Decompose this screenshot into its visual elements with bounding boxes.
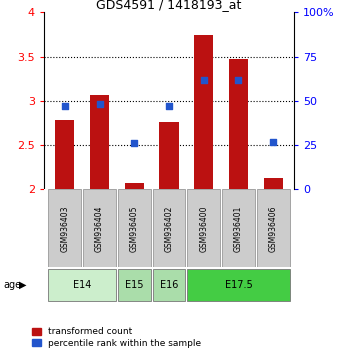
Bar [187,189,220,267]
Text: E17.5: E17.5 [225,280,252,290]
Text: GSM936400: GSM936400 [199,205,208,252]
Point [62,103,68,109]
Point [236,77,241,82]
Text: E15: E15 [125,280,144,290]
Point [201,77,207,82]
Bar [48,189,81,267]
Legend: transformed count, percentile rank within the sample: transformed count, percentile rank withi… [31,327,201,348]
Bar [83,189,116,267]
Text: E16: E16 [160,280,178,290]
Bar [125,183,144,189]
Bar [194,35,213,189]
Point [97,102,102,107]
Bar [257,189,290,267]
Bar [229,59,248,189]
Text: GSM936403: GSM936403 [60,205,69,252]
Text: GSM936404: GSM936404 [95,205,104,252]
Bar [48,269,116,301]
Point [270,139,276,144]
Bar [118,189,151,267]
Point [131,141,137,146]
Text: GSM936401: GSM936401 [234,205,243,252]
Title: GDS4591 / 1418193_at: GDS4591 / 1418193_at [96,0,242,11]
Point [166,103,172,109]
Bar [187,269,290,301]
Text: E14: E14 [73,280,91,290]
Text: GSM936402: GSM936402 [165,205,173,252]
Text: GSM936405: GSM936405 [130,205,139,252]
Bar [153,269,185,301]
Bar [222,189,255,267]
Bar [153,189,185,267]
Bar [160,122,178,189]
Bar [55,120,74,189]
Bar [264,178,283,189]
Bar [90,95,109,189]
Text: ▶: ▶ [19,280,26,290]
Text: age: age [3,280,22,290]
Text: GSM936406: GSM936406 [269,205,278,252]
Bar [118,269,151,301]
